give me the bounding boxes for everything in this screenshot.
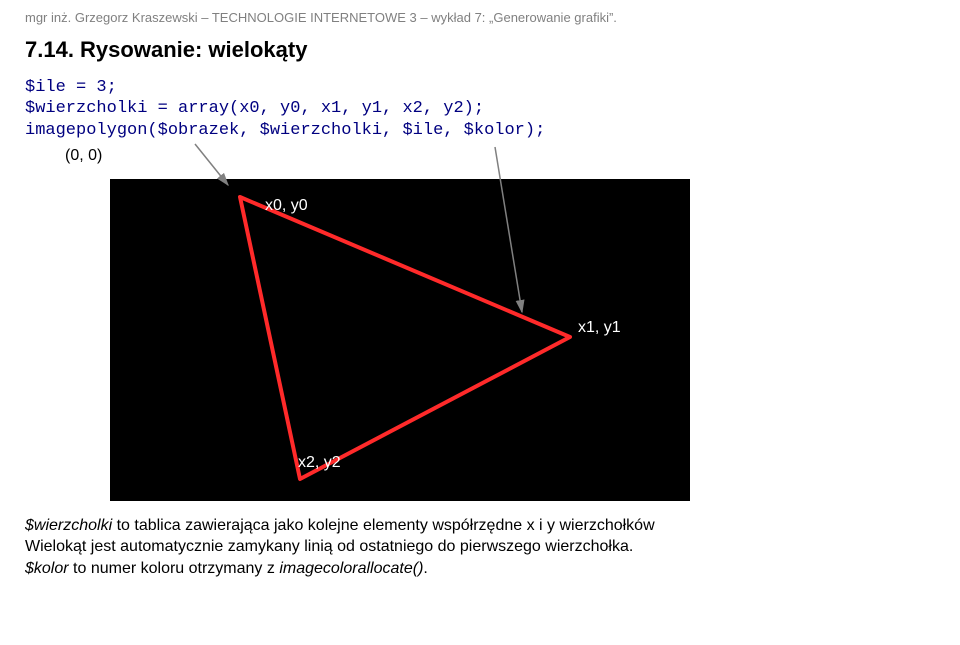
origin-label: (0, 0): [65, 147, 935, 165]
diagram: x0, y0 x1, y1 x2, y2: [110, 167, 690, 507]
footer-var-2: $kolor: [25, 560, 69, 577]
footer-text-1b: to tablica zawierająca jako kolejne elem…: [112, 517, 654, 534]
code-line-1: $ile = 3;: [25, 78, 117, 97]
footer-text-3d: .: [423, 560, 427, 577]
footer-var-1: $wierzcholki: [25, 517, 112, 534]
vertex-label-2: x2, y2: [298, 454, 341, 472]
footer-text: $wierzcholki to tablica zawierająca jako…: [25, 515, 935, 580]
page-header: mgr inż. Grzegorz Kraszewski – TECHNOLOG…: [25, 10, 935, 25]
code-line-3: imagepolygon($obrazek, $wierzcholki, $il…: [25, 121, 545, 140]
footer-text-3b: to numer koloru otrzymany z: [69, 560, 280, 577]
page: mgr inż. Grzegorz Kraszewski – TECHNOLOG…: [0, 0, 960, 645]
vertex-label-1: x1, y1: [578, 319, 621, 337]
footer-func: imagecolorallocate(): [279, 560, 423, 577]
triangle-shape: [240, 197, 570, 479]
footer-line-1: $wierzcholki to tablica zawierająca jako…: [25, 515, 935, 537]
code-block: $ile = 3; $wierzcholki = array(x0, y0, x…: [25, 77, 935, 141]
footer-line-3: $kolor to numer koloru otrzymany z image…: [25, 558, 935, 580]
triangle-svg: [110, 179, 690, 501]
vertex-label-0: x0, y0: [265, 197, 308, 215]
footer-line-2: Wielokąt jest automatycznie zamykany lin…: [25, 536, 935, 558]
section-title: 7.14. Rysowanie: wielokąty: [25, 37, 935, 63]
code-line-2: $wierzcholki = array(x0, y0, x1, y1, x2,…: [25, 99, 484, 118]
